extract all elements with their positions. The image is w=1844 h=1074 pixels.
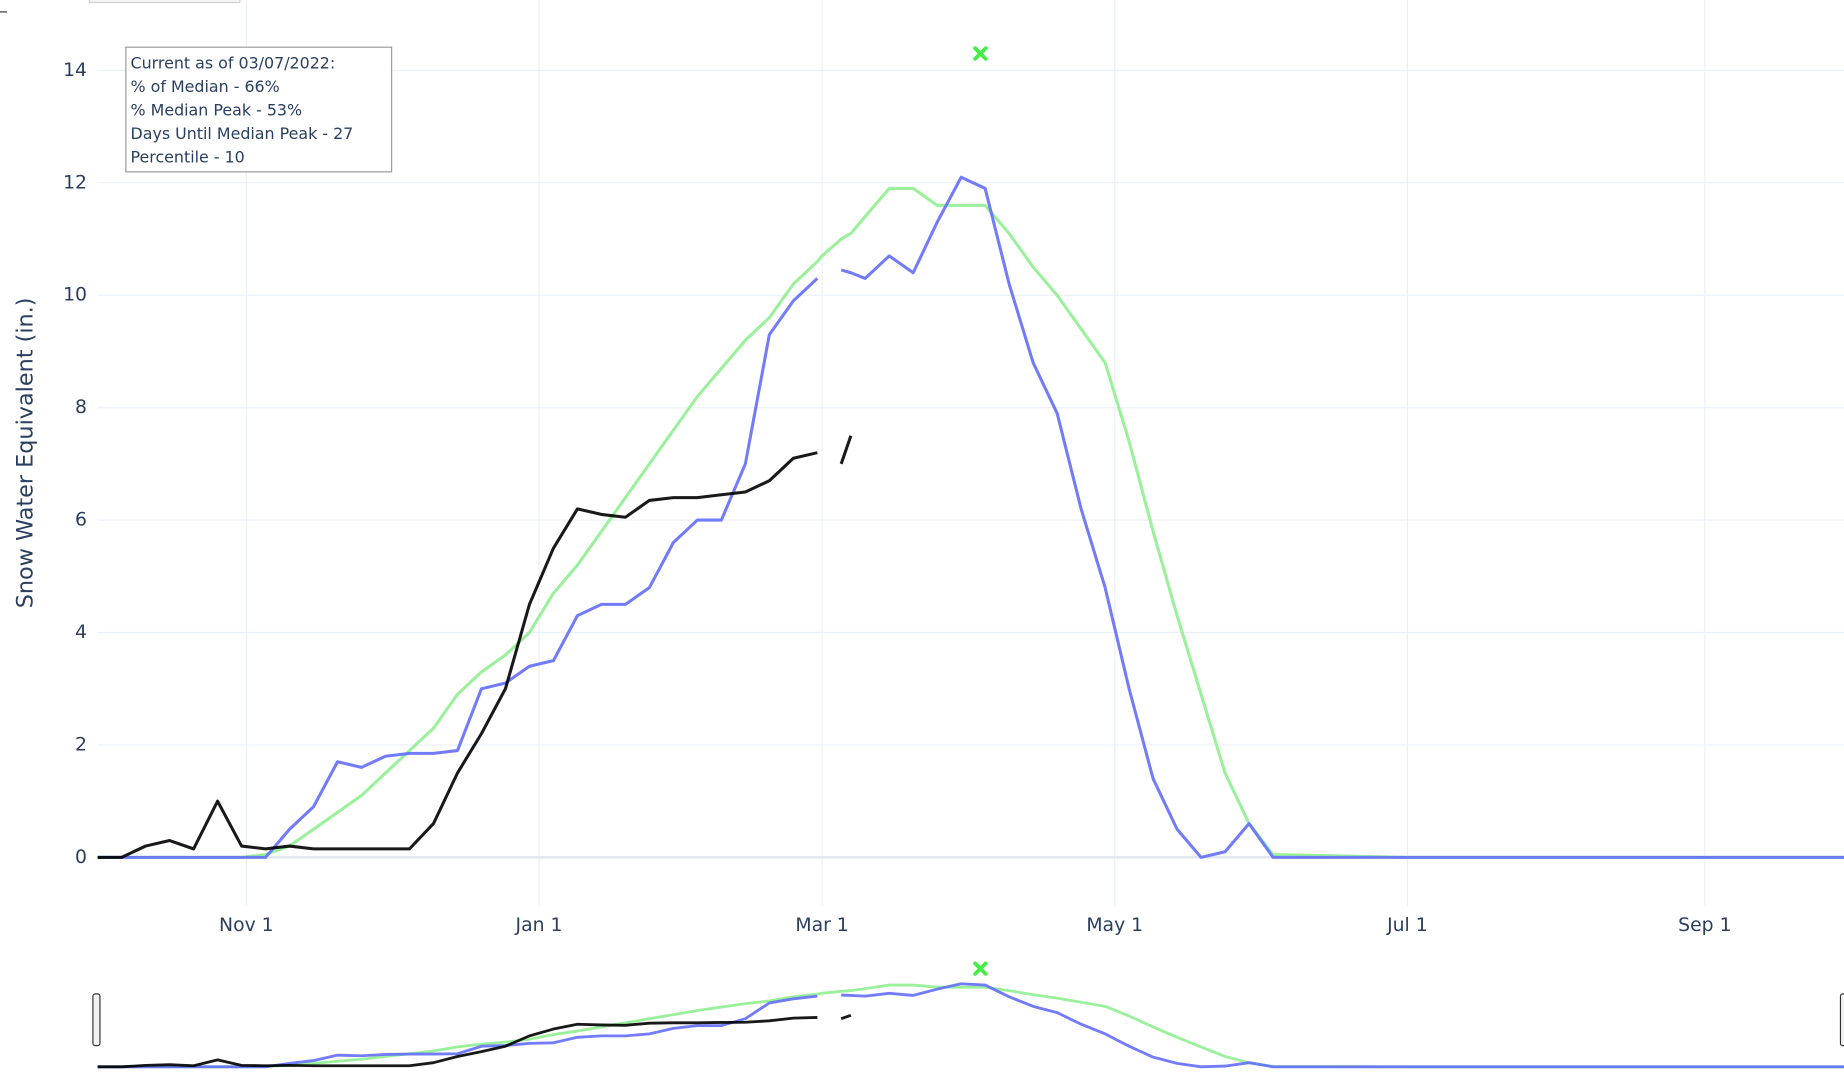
x-tick-label: Mar 1: [795, 915, 848, 936]
annotation-line: % Median Peak - 53%: [131, 100, 303, 119]
x-tick-label: Jan 1: [515, 915, 563, 936]
series-line: [97, 175, 1844, 859]
annotation-line: Percentile - 10: [131, 147, 245, 166]
y-tick-label: 6: [75, 510, 87, 531]
annotation-line: % of Median - 66%: [131, 77, 280, 96]
y-tick-label: 12: [63, 172, 87, 193]
y-axis-label: Snow Water Equivalent (in.): [12, 298, 38, 609]
slider-handle-left[interactable]: [92, 993, 101, 1047]
plot-lines: [97, 46, 1844, 859]
y-tick-label: 14: [63, 60, 87, 81]
annotation-line: Current as of 03/07/2022:: [131, 53, 336, 72]
annotation-box: [125, 46, 393, 173]
y-tick-label: 2: [75, 734, 87, 755]
series-line: [97, 186, 1844, 859]
y-tick-label: 10: [63, 285, 87, 306]
annotation-line: Days Until Median Peak - 27: [131, 124, 354, 143]
y-tick-label: 8: [75, 397, 87, 418]
x-tick-label: Sep 1: [1678, 915, 1731, 936]
slider-peak-marker: [973, 961, 988, 976]
series-line: [97, 435, 853, 859]
slider-handle-right[interactable]: [1839, 993, 1844, 1047]
slider-line: [97, 1013, 852, 1069]
slider-line: [97, 982, 1844, 1069]
annotation: Current as of 03/07/2022: % of Median - 6…: [125, 46, 393, 173]
toolbar-button[interactable]: [88, 0, 241, 4]
y-tick-label: 4: [75, 622, 87, 643]
range-slider[interactable]: [92, 961, 1844, 1069]
x-tick-label: Nov 1: [219, 915, 274, 936]
x-tick-label: Jul 1: [1386, 915, 1428, 936]
slider-line: [97, 983, 1844, 1069]
y-tick-label: 0: [75, 847, 87, 868]
x-tick-label: May 1: [1086, 915, 1143, 936]
peak-marker: [973, 46, 988, 61]
